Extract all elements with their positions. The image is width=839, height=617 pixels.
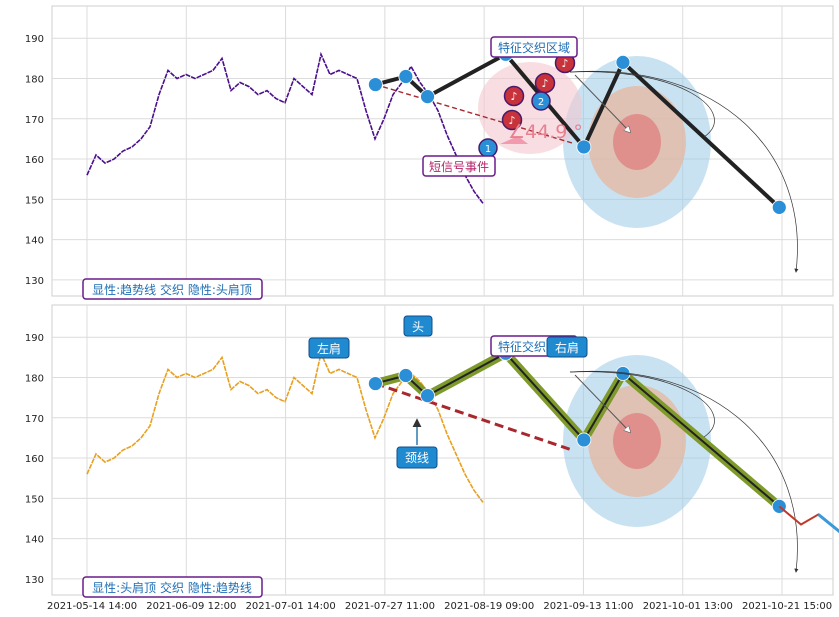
top-y-tick-label: 170 [25, 115, 44, 126]
top-pivot-point [576, 139, 592, 155]
top-y-tick-label: 130 [25, 276, 44, 287]
bottom-projection [778, 505, 839, 533]
top-pivot-point [771, 199, 787, 215]
bottom-bottom-label: 显性:头肩顶 交织 隐性:趋势线 [82, 576, 263, 598]
x-tick-label: 2021-08-19 09:00 [444, 601, 534, 612]
bottom-y-tick-label: 150 [25, 494, 44, 505]
top-zone-arrow [574, 74, 630, 132]
zone-label-top-text: 特征交织区域 [498, 40, 570, 55]
bottom-projection-blue [817, 513, 839, 534]
note-glyph: ♪ [561, 57, 568, 70]
top-neckline [375, 83, 573, 144]
x-tick-label: 2021-10-21 15:00 [742, 601, 832, 612]
top-y-tick-label: 150 [25, 195, 44, 206]
top-bottom-label: 显性:趋势线 交织 隐性:头肩顶 [82, 278, 263, 300]
top-signal-zone [478, 62, 582, 154]
top-pivot-point [398, 69, 414, 84]
x-tick-label: 2021-06-09 12:00 [146, 601, 236, 612]
bottom-neckline [374, 382, 573, 452]
x-tick-label: 2021-07-01 14:00 [246, 601, 336, 612]
top-pivot-point [368, 77, 383, 92]
bottom-arc-long [569, 370, 799, 573]
zone-label-top: 特征交织区域 [490, 36, 578, 58]
x-tick-label: 2021-10-01 13:00 [643, 601, 733, 612]
note-glyph: ♪ [541, 77, 548, 90]
tick-layer: 130 140 150 160 170 180 190 130 140 150 160 170 180 1… [25, 34, 832, 612]
x-tick-label: 2021-05-14 14:00 [47, 601, 137, 612]
top-pivot-point [420, 89, 435, 105]
bottom-pivot-point [398, 368, 414, 383]
bottom-y-tick-label: 160 [25, 454, 44, 465]
x-tick-label: 2021-09-13 11:00 [543, 601, 633, 612]
top-y-tick-label: 160 [25, 155, 44, 166]
note-marker [501, 109, 523, 131]
bottom-pivot-point [420, 388, 435, 404]
event-number-marker [531, 91, 551, 111]
bottom-pivot-point [576, 432, 592, 448]
bottom-price-line [86, 350, 484, 503]
top-arc-long [569, 70, 799, 273]
bottom-y-tick-label: 190 [25, 333, 44, 344]
top-y-tick-label: 180 [25, 75, 44, 86]
bottom-y-tick-label: 130 [25, 575, 44, 586]
head-label: 头 [403, 315, 433, 337]
left-shoulder-text: 左肩 [317, 341, 341, 356]
top-arc-short [569, 71, 715, 138]
note-marker [503, 85, 525, 107]
event-label-text: 短信号事件 [429, 160, 489, 174]
event-number-text: 1 [485, 144, 491, 155]
left-shoulder-label: 左肩 [308, 337, 350, 359]
bottom-pivot-point [368, 376, 383, 391]
angle-label: ∠44.9 ° [508, 121, 583, 143]
right-shoulder-text: 右肩 [555, 340, 579, 355]
angle-wedge [500, 136, 528, 144]
event-label: 短信号事件 [422, 155, 496, 177]
neckline-text: 颈线 [405, 451, 429, 465]
neckline-label: 颈线 [396, 446, 438, 469]
bottom-zone-arrow [574, 374, 630, 432]
event-number-text: 2 [538, 97, 544, 108]
bottom-y-tick-label: 170 [25, 414, 44, 425]
top-y-tick-label: 140 [25, 236, 44, 247]
top-price-line [86, 51, 484, 204]
x-tick-label: 2021-07-27 11:00 [345, 601, 435, 612]
note-glyph: ♪ [510, 90, 517, 103]
bottom-bottom-label-text: 显性:头肩顶 交织 隐性:趋势线 [92, 580, 252, 595]
bottom-y-tick-label: 140 [25, 535, 44, 546]
bottom-y-tick-label: 180 [25, 374, 44, 385]
top-pivot-point [615, 54, 631, 70]
right-shoulder-label: 右肩 [546, 336, 588, 358]
bottom-arc-short [569, 371, 715, 438]
note-glyph: ♪ [508, 114, 515, 127]
head-text: 头 [412, 320, 424, 334]
top-y-tick-label: 190 [25, 34, 44, 45]
top-bottom-label-text: 显性:趋势线 交织 隐性:头肩顶 [92, 282, 252, 297]
overlay-layer: ♪ ♪ ♪ ♪ 1 2 [368, 46, 839, 573]
